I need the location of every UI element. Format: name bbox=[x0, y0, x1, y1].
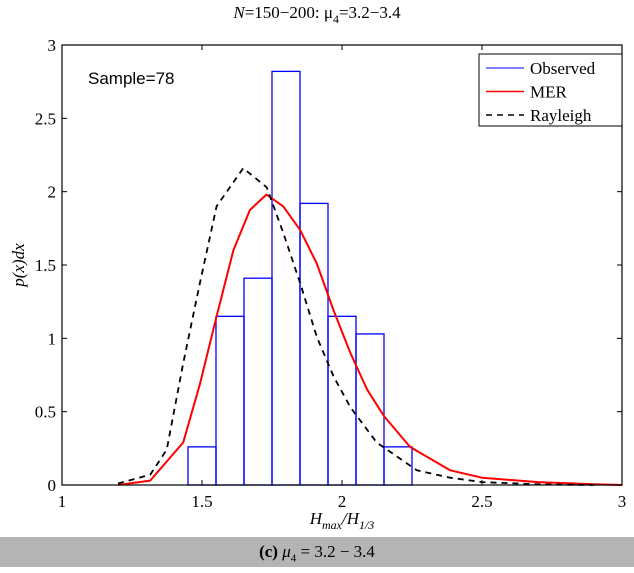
y-axis-label: p(x)dx bbox=[9, 243, 28, 288]
y-tick-label: 2 bbox=[48, 183, 57, 202]
histogram-bar bbox=[299, 202, 329, 486]
x-tick-label: 3 bbox=[618, 492, 627, 511]
series-line-rayleigh bbox=[117, 167, 595, 486]
histogram-bar bbox=[187, 446, 217, 486]
y-tick-label: 3 bbox=[48, 36, 57, 55]
y-tick-label: 0 bbox=[48, 476, 57, 495]
x-tick-label: 2 bbox=[338, 492, 347, 511]
legend-box bbox=[478, 53, 623, 127]
histogram-bar bbox=[383, 446, 413, 486]
x-tick-label: 1 bbox=[58, 492, 67, 511]
histogram-bar bbox=[327, 315, 357, 486]
figure-caption: (c) μ4 = 3.2 − 3.4 bbox=[0, 537, 634, 567]
legend-label-observed: Observed bbox=[530, 59, 596, 78]
sample-annotation: Sample=78 bbox=[88, 69, 174, 88]
x-tick-label: 2.5 bbox=[471, 492, 492, 511]
legend-label-rayleigh: Rayleigh bbox=[530, 106, 592, 125]
y-tick-label: 2.5 bbox=[35, 109, 56, 128]
y-tick-label: 1 bbox=[48, 329, 57, 348]
x-tick-label: 1.5 bbox=[191, 492, 212, 511]
y-tick-label: 1.5 bbox=[35, 256, 56, 275]
histogram-bar bbox=[215, 315, 245, 486]
x-axis-label: Hmax/H1/3 bbox=[309, 509, 375, 532]
series-line-mer bbox=[117, 193, 623, 486]
histogram-bar bbox=[243, 277, 273, 486]
chart-title: N=150−200: μ4=3.2−3.4 bbox=[232, 3, 401, 26]
histogram-bar bbox=[271, 70, 301, 486]
chart: 1 1.5 2 2.5 3 0 0.5 1 1.5 2 2.5 3 N=150−200: μ4=3.2−… bbox=[9, 3, 627, 532]
y-tick-label: 0.5 bbox=[35, 403, 56, 422]
legend-label-mer: MER bbox=[530, 83, 568, 102]
